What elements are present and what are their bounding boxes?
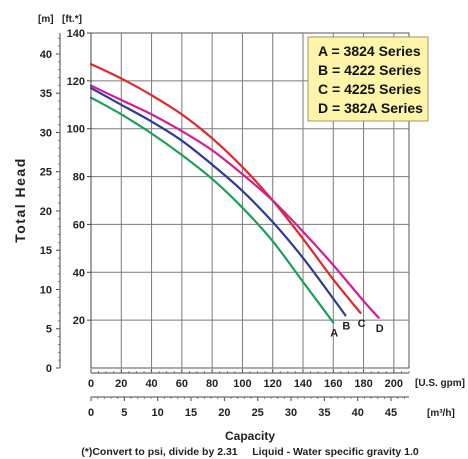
- curve-a: [89, 96, 335, 324]
- y-tick-m-label: 40: [40, 49, 52, 61]
- x-tick-m3h-label: 30: [285, 407, 297, 419]
- x-tick-m3h-label: 20: [218, 407, 230, 419]
- x-tick-m3h-label: 10: [152, 407, 164, 419]
- x-tick-m3h-label: 40: [352, 407, 364, 419]
- curve-d: [89, 84, 380, 319]
- x-unit-gpm: [U.S. gpm]: [415, 378, 465, 389]
- x-tick-gpm-label: 20: [115, 378, 127, 390]
- y-tick-ft-label: 40: [73, 267, 85, 279]
- legend: A = 3824 Series B = 4222 Series C = 4225…: [307, 36, 429, 122]
- x-axis-title: Capacity: [225, 429, 275, 443]
- x-tick-gpm-label: 140: [294, 378, 312, 390]
- y-tick-m-label: 5: [46, 324, 52, 336]
- x-tick-m3h-label: 5: [121, 407, 127, 419]
- x-tick-gpm-label: 160: [324, 378, 342, 390]
- curve-label-a: A: [330, 328, 338, 340]
- y-tick-ft-label: 20: [73, 315, 85, 327]
- y-axis-ft-ticks: 20 40 60 80 100 120 140: [67, 28, 91, 327]
- x-tick-gpm-label: 180: [354, 378, 372, 390]
- y-tick-ft-label: 60: [73, 219, 85, 231]
- y-tick-m-label: 30: [40, 127, 52, 139]
- y-unit-ft: [ft.*]: [62, 14, 82, 25]
- x-tick-m3h-label: 15: [185, 407, 197, 419]
- legend-entry-a: A = 3824 Series: [318, 43, 421, 59]
- curve-labels: AB C D: [330, 318, 383, 340]
- curves: [89, 63, 380, 324]
- y-axis-title: Total Head: [12, 157, 28, 243]
- x-tick-m3h-label: 35: [318, 407, 330, 419]
- y-unit-m: [m]: [38, 14, 54, 25]
- x-tick-m3h-label: 0: [88, 407, 94, 419]
- x-tick-gpm-label: 120: [264, 378, 282, 390]
- x-tick-gpm-label: 40: [145, 378, 157, 390]
- legend-entry-c: C = 4225 Series: [318, 81, 421, 97]
- x-tick-gpm-label: 200: [385, 378, 403, 390]
- curve-label-b: B: [342, 320, 350, 332]
- y-tick-ft-label: 80: [73, 172, 85, 184]
- curve-label-c: C: [358, 318, 366, 330]
- legend-entry-d: D = 382A Series: [318, 100, 423, 116]
- x-tick-m3h-label: 25: [252, 407, 264, 419]
- curve-b: [89, 86, 347, 317]
- x-tick-m3h-label: 45: [385, 407, 397, 419]
- curve-c: [89, 63, 362, 315]
- y-tick-m-label: 0: [46, 363, 52, 375]
- x-tick-gpm-label: 60: [176, 378, 188, 390]
- footnote: (*)Convert to psi, divide by 2.31 Liquid…: [81, 446, 419, 458]
- y-tick-ft-label: 140: [67, 28, 85, 40]
- y-tick-ft-label: 120: [67, 76, 85, 88]
- curve-label-d: D: [376, 323, 384, 335]
- y-tick-m-label: 15: [40, 245, 52, 257]
- legend-box: [307, 36, 429, 122]
- legend-entry-b: B = 4222 Series: [318, 62, 421, 78]
- y-tick-m-label: 25: [40, 167, 52, 179]
- x-axis-m3h-ticks: 0 5 10 15 20 25 30 35 40 45: [88, 397, 405, 419]
- y-tick-m-label: 20: [40, 206, 52, 218]
- x-axis-gpm-ticks: 0 20 40 60 80 100 120 140 160 180 200: [88, 369, 410, 390]
- x-tick-gpm-label: 0: [88, 378, 94, 390]
- x-unit-m3h: [m³/h]: [427, 408, 455, 419]
- y-tick-m-label: 10: [40, 284, 52, 296]
- x-tick-gpm-label: 100: [233, 378, 251, 390]
- y-axis-m-ticks: 0 5 10 15 20 25 30 35 40: [40, 37, 60, 375]
- x-tick-gpm-label: 80: [206, 378, 218, 390]
- y-tick-m-label: 35: [40, 88, 52, 100]
- y-tick-ft-label: 100: [67, 124, 85, 136]
